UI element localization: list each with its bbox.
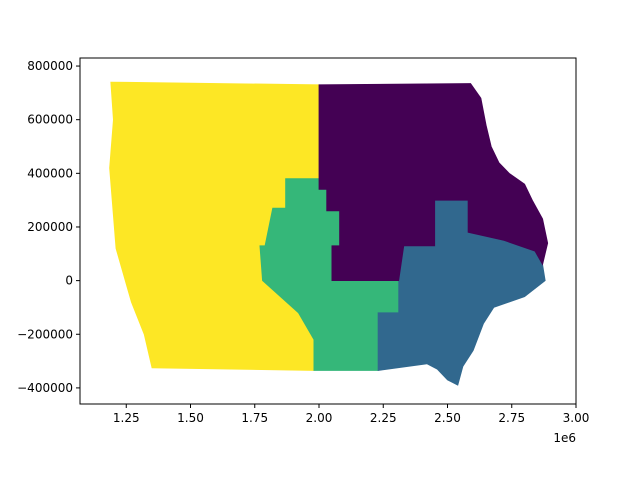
x-tick-label: 1.25 (113, 411, 140, 425)
axes-frame (79, 57, 577, 405)
y-tick-label: 0 (65, 274, 73, 288)
y-tick-label: −400000 (17, 381, 73, 395)
x-tick-label: 3.00 (563, 411, 590, 425)
x-tick-label: 1.50 (177, 411, 204, 425)
x-axis-offset-label: 1e6 (553, 431, 576, 445)
y-tick-label: 200000 (27, 220, 73, 234)
y-tick-label: −200000 (17, 327, 73, 341)
map-regions (109, 81, 549, 386)
y-axis: −400000 −200000 0 200000 400000 600000 800000 (17, 59, 80, 395)
x-tick-label: 2.25 (370, 411, 397, 425)
x-tick-label: 2.75 (498, 411, 525, 425)
x-tick-label: 2.00 (306, 411, 333, 425)
x-tick-label: 1.75 (241, 411, 268, 425)
y-tick-label: 400000 (27, 166, 73, 180)
y-tick-label: 800000 (27, 59, 73, 73)
x-tick-label: 2.50 (434, 411, 461, 425)
x-axis: 1.25 1.50 1.75 2.00 2.25 2.50 2.75 3.00 (113, 404, 589, 425)
map-region-4 (318, 83, 549, 282)
y-tick-label: 600000 (27, 113, 73, 127)
